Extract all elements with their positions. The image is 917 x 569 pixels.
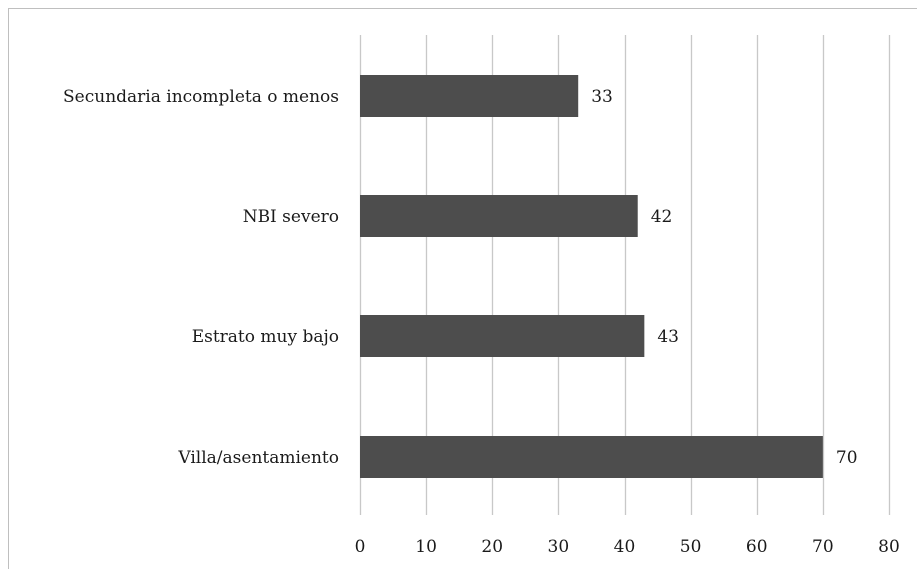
bar [360,195,638,237]
bars [360,75,823,478]
x-tick-label: 70 [812,537,834,557]
bar [360,315,645,357]
data-label: 42 [651,207,673,227]
chart-border [8,8,917,569]
x-tick-label: 20 [481,537,503,557]
category-label: Villa/asentamiento [177,448,339,468]
x-tick-label: 0 [355,537,366,557]
bar [360,75,579,117]
data-label: 43 [657,327,679,347]
data-label: 33 [591,87,613,107]
category-label: Estrato muy bajo [192,327,339,347]
x-tick-label: 10 [415,537,437,557]
data-label: 70 [836,448,858,468]
category-label: NBI severo [243,207,339,227]
x-tick-label: 80 [878,537,900,557]
bar [360,436,823,478]
x-tick-label: 60 [746,537,768,557]
x-tick-label: 50 [680,537,702,557]
gridlines [359,35,891,515]
category-label: Secundaria incompleta o menos [63,87,339,107]
x-tick-label: 40 [614,537,636,557]
labels: 0 10 20 30 40 50 60 70 80 Secundaria incompleta o… [63,87,900,557]
x-tick-label: 30 [548,537,570,557]
